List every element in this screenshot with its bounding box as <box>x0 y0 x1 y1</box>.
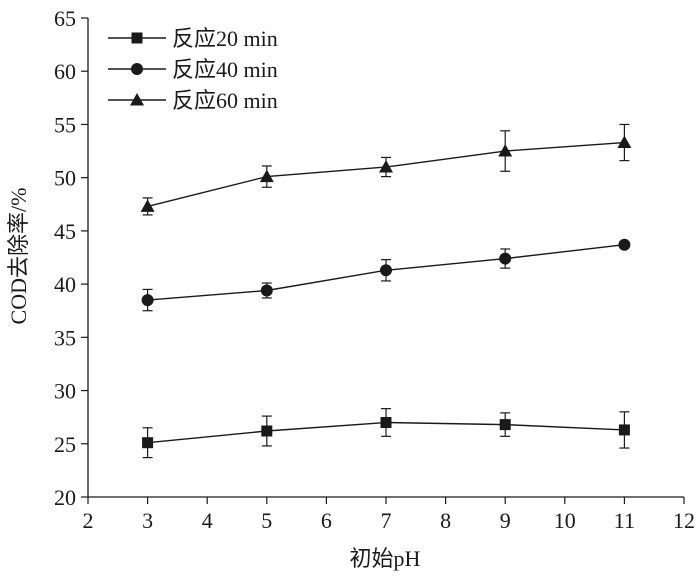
data-point <box>618 238 631 251</box>
x-tick-label: 11 <box>614 508 635 533</box>
x-tick-label: 10 <box>554 508 576 533</box>
y-tick-label: 60 <box>54 59 76 84</box>
legend-item-3: 反应60 min <box>108 88 278 113</box>
y-tick-label: 35 <box>54 325 76 350</box>
series-2 <box>141 238 631 312</box>
y-axis: 20 25 30 35 40 45 50 55 60 65 <box>54 6 88 510</box>
data-point <box>499 419 511 431</box>
legend-label: 反应20 min <box>172 26 278 51</box>
data-point <box>617 135 632 149</box>
legend-marker <box>131 32 143 44</box>
data-point <box>141 294 154 307</box>
series-layer <box>140 123 632 459</box>
data-point <box>380 416 392 428</box>
x-tick-label: 12 <box>673 508 695 533</box>
y-tick-label: 65 <box>54 6 76 31</box>
x-tick-label: 7 <box>381 508 392 533</box>
x-axis: 2 3 4 5 6 7 8 9 10 11 12 <box>83 497 695 533</box>
data-point <box>140 199 155 212</box>
data-point <box>380 264 392 277</box>
legend-item-2: 反应40 min <box>108 57 278 82</box>
series-1 <box>142 408 630 459</box>
legend-item-1: 反应20 min <box>108 26 278 51</box>
y-tick-label: 55 <box>54 112 76 137</box>
legend-label: 反应40 min <box>172 57 278 82</box>
x-tick-label: 8 <box>440 508 451 533</box>
y-tick-label: 45 <box>54 219 76 244</box>
legend-marker <box>131 63 143 75</box>
y-tick-label: 30 <box>54 379 76 404</box>
x-tick-label: 2 <box>83 508 94 533</box>
series-3 <box>140 123 632 216</box>
x-tick-label: 9 <box>500 508 511 533</box>
data-point <box>379 160 393 173</box>
x-tick-label: 5 <box>261 508 272 533</box>
y-tick-label: 50 <box>54 166 76 191</box>
data-point <box>142 437 154 449</box>
x-tick-label: 4 <box>202 508 213 533</box>
data-point <box>261 425 273 437</box>
data-point <box>618 424 630 436</box>
y-tick-label: 20 <box>54 485 76 510</box>
y-tick-label: 40 <box>54 272 76 297</box>
x-tick-label: 3 <box>142 508 153 533</box>
x-axis-label: 初始pH <box>350 546 421 571</box>
data-point <box>259 169 274 183</box>
data-point <box>498 144 513 157</box>
data-point <box>260 284 273 297</box>
data-point <box>499 252 512 265</box>
y-tick-label: 25 <box>54 432 76 457</box>
legend-marker <box>130 93 144 106</box>
x-tick-label: 6 <box>321 508 332 533</box>
y-axis-label: COD去除率/% <box>6 188 31 325</box>
legend-label: 反应60 min <box>172 88 278 113</box>
legend: 反应20 min 反应40 min 反应60 min <box>108 26 278 113</box>
